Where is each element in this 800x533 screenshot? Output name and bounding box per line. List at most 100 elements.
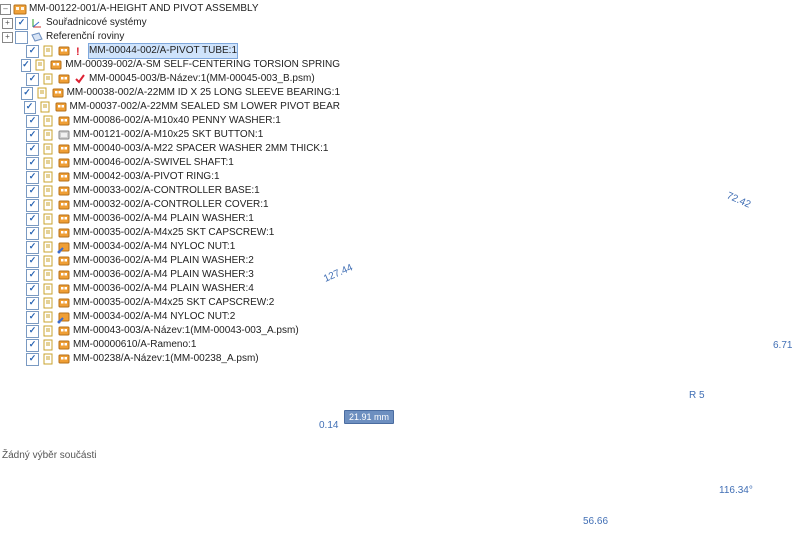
group-label[interactable]: Souřadnicové systémy xyxy=(46,16,147,30)
visibility-checkbox[interactable] xyxy=(15,17,28,30)
visibility-checkbox[interactable] xyxy=(26,143,39,156)
tree-row[interactable]: MM-00121-002/A-M10x25 SKT BUTTON:1 xyxy=(0,128,340,142)
tree-row[interactable]: MM-00238/A-Název:1(MM-00238_A.psm) xyxy=(0,352,340,366)
expand-toggle[interactable]: + xyxy=(2,32,13,43)
tree-row[interactable]: MM-00034-002/A-M4 NYLOC NUT:2 xyxy=(0,310,340,324)
dim-6-71[interactable]: 6.71 xyxy=(772,340,793,351)
part-label[interactable]: MM-00045-003/B-Název:1(MM-00045-003_B.ps… xyxy=(89,72,315,86)
tree-row[interactable]: MM-00040-003/A-M22 SPACER WASHER 2MM THI… xyxy=(0,142,340,156)
part-label[interactable]: MM-00035-002/A-M4x25 SKT CAPSCREW:2 xyxy=(73,296,274,310)
expand-toggle[interactable]: + xyxy=(2,18,13,29)
visibility-checkbox[interactable] xyxy=(21,87,32,100)
part-label[interactable]: MM-00086-002/A-M10x40 PENNY WASHER:1 xyxy=(73,114,281,128)
fastener xyxy=(330,393,350,407)
expand-toggle[interactable]: – xyxy=(0,4,11,15)
tree-row[interactable]: MM-00086-002/A-M10x40 PENNY WASHER:1 xyxy=(0,114,340,128)
part-label[interactable]: MM-00038-002/A-22MM ID X 25 LONG SLEEVE … xyxy=(67,86,340,100)
part-label[interactable]: MM-00046-002/A-SWIVEL SHAFT:1 xyxy=(73,156,234,170)
visibility-checkbox[interactable] xyxy=(26,353,39,366)
tree-row[interactable]: MM-00000610/A-Rameno:1 xyxy=(0,338,340,352)
visibility-checkbox[interactable] xyxy=(15,31,28,44)
tree-row[interactable]: + Souřadnicové systémy xyxy=(0,16,340,30)
tree-row[interactable]: MM-00036-002/A-M4 PLAIN WASHER:1 xyxy=(0,212,340,226)
tree-row[interactable]: – MM-00122-001/A-HEIGHT AND PIVOT ASSEMBL… xyxy=(0,2,340,16)
doc-icon xyxy=(41,184,55,198)
part-icon xyxy=(57,352,71,366)
dim-r5[interactable]: R 5 xyxy=(688,390,706,401)
part-icon xyxy=(57,240,71,254)
visibility-checkbox[interactable] xyxy=(26,227,39,240)
tree-row[interactable]: MM-00032-002/A-CONTROLLER COVER:1 xyxy=(0,198,340,212)
part-label[interactable]: MM-00039-002/A-SM SELF-CENTERING TORSION… xyxy=(65,58,340,72)
tree-row[interactable]: MM-00035-002/A-M4x25 SKT CAPSCREW:1 xyxy=(0,226,340,240)
visibility-checkbox[interactable] xyxy=(21,59,32,72)
tree-row[interactable]: MM-00036-002/A-M4 PLAIN WASHER:2 xyxy=(0,254,340,268)
part-label[interactable]: MM-00034-002/A-M4 NYLOC NUT:1 xyxy=(73,240,235,254)
visibility-checkbox[interactable] xyxy=(26,171,39,184)
visibility-checkbox[interactable] xyxy=(26,129,39,142)
part-label[interactable]: MM-00037-002/A-22MM SEALED SM LOWER PIVO… xyxy=(70,100,340,114)
clips xyxy=(398,162,772,360)
part-label[interactable]: MM-00032-002/A-CONTROLLER COVER:1 xyxy=(73,198,269,212)
part-label[interactable]: MM-00238/A-Název:1(MM-00238_A.psm) xyxy=(73,352,259,366)
tree-row[interactable]: MM-00038-002/A-22MM ID X 25 LONG SLEEVE … xyxy=(0,86,340,100)
dim-56[interactable]: 56.66 xyxy=(582,516,609,527)
tree-row[interactable]: MM-00037-002/A-22MM SEALED SM LOWER PIVO… xyxy=(0,100,340,114)
part-label[interactable]: MM-00033-002/A-CONTROLLER BASE:1 xyxy=(73,184,260,198)
visibility-checkbox[interactable] xyxy=(26,325,39,338)
tree-row[interactable]: MM-00045-003/B-Název:1(MM-00045-003_B.ps… xyxy=(0,72,340,86)
part-label[interactable]: MM-00035-002/A-M4x25 SKT CAPSCREW:1 xyxy=(73,226,274,240)
assembly-root-label[interactable]: MM-00122-001/A-HEIGHT AND PIVOT ASSEMBLY xyxy=(29,2,259,16)
tree-row[interactable]: MM-00034-002/A-M4 NYLOC NUT:1 xyxy=(0,240,340,254)
part-label[interactable]: MM-00000610/A-Rameno:1 xyxy=(73,338,196,352)
part-label[interactable]: MM-00043-003/A-Název:1(MM-00043-003_A.ps… xyxy=(73,324,299,338)
dim-angle[interactable]: 116.34° xyxy=(718,485,754,496)
tree-row[interactable]: MM-00042-003/A-PIVOT RING:1 xyxy=(0,170,340,184)
doc-icon xyxy=(41,114,55,128)
svg-text:!: ! xyxy=(76,46,80,58)
part-label[interactable]: MM-00036-002/A-M4 PLAIN WASHER:4 xyxy=(73,282,254,296)
part-label[interactable]: MM-00036-002/A-M4 PLAIN WASHER:3 xyxy=(73,268,254,282)
dim-0-14[interactable]: 0.14 xyxy=(318,420,339,431)
tree-row[interactable]: MM-00035-002/A-M4x25 SKT CAPSCREW:2 xyxy=(0,296,340,310)
part-label[interactable]: MM-00042-003/A-PIVOT RING:1 xyxy=(73,170,220,184)
visibility-checkbox[interactable] xyxy=(26,339,39,352)
part-icon xyxy=(57,282,71,296)
part-label[interactable]: MM-00036-002/A-M4 PLAIN WASHER:2 xyxy=(73,254,254,268)
part-label[interactable]: MM-00034-002/A-M4 NYLOC NUT:2 xyxy=(73,310,235,324)
visibility-checkbox[interactable] xyxy=(26,199,39,212)
visibility-checkbox[interactable] xyxy=(26,157,39,170)
tree-row[interactable]: ! MM-00044-002/A-PIVOT TUBE:1 xyxy=(0,44,340,58)
status-icon xyxy=(73,72,87,86)
part-icon xyxy=(54,100,68,114)
visibility-checkbox[interactable] xyxy=(26,283,39,296)
visibility-checkbox[interactable] xyxy=(26,115,39,128)
tree-row[interactable]: MM-00033-002/A-CONTROLLER BASE:1 xyxy=(0,184,340,198)
assembly-tree[interactable]: – MM-00122-001/A-HEIGHT AND PIVOT ASSEMBL… xyxy=(0,0,340,366)
visibility-checkbox[interactable] xyxy=(26,269,39,282)
visibility-checkbox[interactable] xyxy=(26,73,39,86)
dim-72[interactable]: 72.42 xyxy=(724,190,753,211)
tree-row[interactable]: + Referenční roviny xyxy=(0,30,340,44)
part-label[interactable]: MM-00044-002/A-PIVOT TUBE:1 xyxy=(89,44,237,58)
tree-row[interactable]: MM-00039-002/A-SM SELF-CENTERING TORSION… xyxy=(0,58,340,72)
visibility-checkbox[interactable] xyxy=(26,241,39,254)
tree-row[interactable]: MM-00036-002/A-M4 PLAIN WASHER:3 xyxy=(0,268,340,282)
part-label[interactable]: MM-00040-003/A-M22 SPACER WASHER 2MM THI… xyxy=(73,142,328,156)
group-label[interactable]: Referenční roviny xyxy=(46,30,124,44)
part-icon xyxy=(57,72,71,86)
visibility-checkbox[interactable] xyxy=(26,185,39,198)
tree-row[interactable]: MM-00046-002/A-SWIVEL SHAFT:1 xyxy=(0,156,340,170)
visibility-checkbox[interactable] xyxy=(26,297,39,310)
visibility-checkbox[interactable] xyxy=(26,255,39,268)
tree-row[interactable]: MM-00036-002/A-M4 PLAIN WASHER:4 xyxy=(0,282,340,296)
visibility-checkbox[interactable] xyxy=(26,45,39,58)
part-label[interactable]: MM-00036-002/A-M4 PLAIN WASHER:1 xyxy=(73,212,254,226)
visibility-checkbox[interactable] xyxy=(26,311,39,324)
visibility-checkbox[interactable] xyxy=(26,213,39,226)
measure-tooltip[interactable]: 21.91 mm xyxy=(344,410,394,424)
doc-icon xyxy=(41,268,55,282)
tree-row[interactable]: MM-00043-003/A-Název:1(MM-00043-003_A.ps… xyxy=(0,324,340,338)
visibility-checkbox[interactable] xyxy=(24,101,36,114)
part-label[interactable]: MM-00121-002/A-M10x25 SKT BUTTON:1 xyxy=(73,128,263,142)
